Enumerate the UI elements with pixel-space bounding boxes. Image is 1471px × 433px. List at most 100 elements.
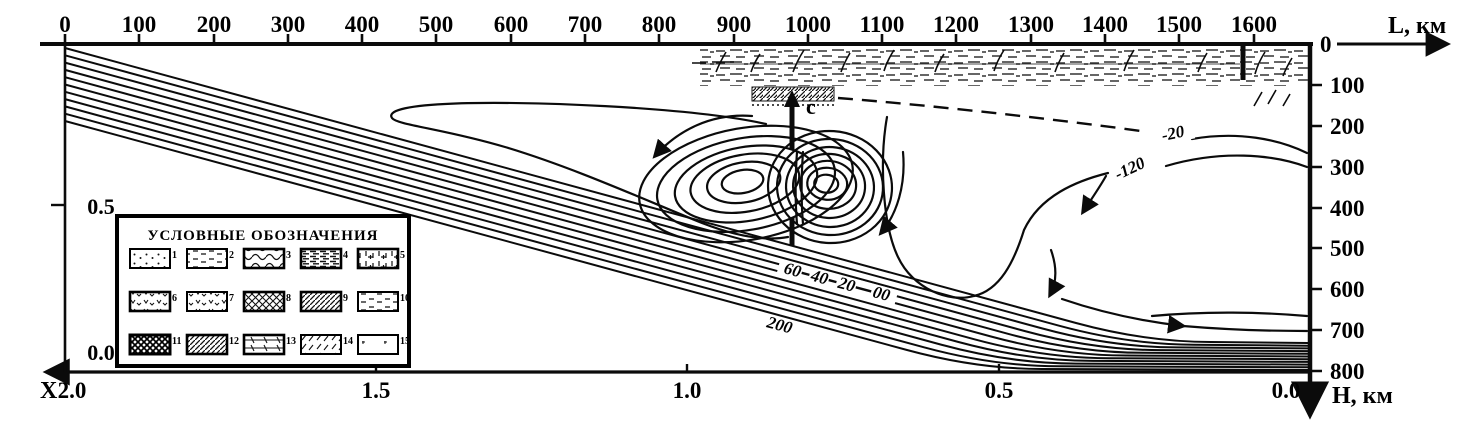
tick-label: 0.5 <box>87 194 115 219</box>
label-mask <box>1108 150 1158 186</box>
contour-label: 200 <box>764 312 795 337</box>
corner-flow-loop <box>390 101 790 240</box>
slab-line <box>64 76 1309 355</box>
vortex-contour <box>791 152 867 220</box>
bottom-flow-upper <box>1150 311 1309 318</box>
slab-line <box>64 68 1309 353</box>
tick-label: 600 <box>1330 277 1365 302</box>
crust-fault-marks <box>715 49 1293 107</box>
tick-label: 1600 <box>1231 12 1277 37</box>
tick-label: 0.0 <box>87 340 115 365</box>
slab-line <box>64 90 1309 361</box>
legend-item-number: 1 <box>172 250 177 261</box>
right-axis-labels: 0 100 200 300 400 500 600 700 800 <box>1320 32 1365 384</box>
vortex-contour <box>689 152 801 214</box>
tick-label: 300 <box>1330 155 1365 180</box>
tick-label: 1200 <box>933 12 979 37</box>
tick-label: 400 <box>345 12 380 37</box>
contour-minus120-right <box>1164 154 1309 169</box>
legend-swatch <box>185 333 229 356</box>
top-axis-ticks <box>63 34 1256 44</box>
tick-label: 0 <box>1320 32 1332 57</box>
label-mask <box>1156 121 1196 146</box>
legend-item-number: 2 <box>229 250 234 261</box>
legend-swatch <box>128 333 172 356</box>
tick-label: 600 <box>494 12 529 37</box>
label-mask <box>760 313 804 340</box>
crust-leading-edge-dashes <box>692 61 734 64</box>
tick-label: 1000 <box>785 12 831 37</box>
vortex-contour <box>799 159 858 210</box>
legend-item-number: 11 <box>172 336 181 347</box>
tick-label: 100 <box>1330 73 1365 98</box>
slab-isotherm-label-200: 200 <box>760 312 804 340</box>
legend-row: 6 7 8 9 10 <box>128 290 410 313</box>
tick-label: 0.5 <box>985 378 1014 403</box>
legend-swatch <box>242 247 286 270</box>
tick-label: 1.5 <box>362 378 391 403</box>
contour-label: 60 <box>782 259 804 282</box>
vortex-contour <box>638 124 854 244</box>
upwelling-arrow-head <box>784 90 800 107</box>
vortex-contour <box>806 166 849 201</box>
right-axis-unit-label: H, км <box>1332 383 1393 409</box>
vortex-contour <box>784 145 876 229</box>
legend-item-number: 8 <box>286 293 291 304</box>
tick-label: 1500 <box>1156 12 1202 37</box>
vortex-contour <box>705 160 782 205</box>
c-annotation: c <box>806 94 816 119</box>
tick-label: 200 <box>1330 114 1365 139</box>
streamlines <box>390 101 1309 334</box>
slab-line <box>64 47 1309 344</box>
tick-label: 800 <box>642 12 677 37</box>
slab-line <box>64 61 1309 350</box>
contour-label: 00 <box>871 282 893 305</box>
label-dashes <box>801 271 872 293</box>
tick-label: 100 <box>122 12 157 37</box>
tick-label: 500 <box>419 12 454 37</box>
legend-title: УСЛОВНЫЕ ОБОЗНАЧЕНИЯ <box>148 228 379 244</box>
tick-label: 1.0 <box>673 378 702 403</box>
slab-line <box>64 112 1309 369</box>
tick-label: 400 <box>1330 196 1365 221</box>
tick-label: 1100 <box>860 12 905 37</box>
legend-swatch <box>242 333 286 356</box>
legend-swatch <box>128 290 172 313</box>
flow-arrow-down <box>878 150 905 236</box>
tick-label: 1400 <box>1082 12 1128 37</box>
upwelling-marker: c <box>784 90 816 246</box>
legend-swatch <box>299 247 343 270</box>
vortex-contour <box>720 168 765 195</box>
tick-label: 1300 <box>1008 12 1054 37</box>
legend-swatch <box>186 248 228 269</box>
legend: УСЛОВНЫЕ ОБОЗНАЧЕНИЯ 1 2 3 4 5 6 7 8 9 1… <box>115 214 411 368</box>
legend-swatch <box>356 247 400 270</box>
legend-item-number: 7 <box>229 293 234 304</box>
legend-item-number: 12 <box>229 336 239 347</box>
tick-label: 0.0 <box>1272 378 1301 403</box>
contour-label-minus120: -120 <box>1108 150 1158 186</box>
tick-label: 800 <box>1330 359 1365 384</box>
flow-arrow-left <box>652 114 754 159</box>
contour-label: -20 <box>1160 122 1187 145</box>
tick-label: 300 <box>271 12 306 37</box>
legend-item-number: 14 <box>343 336 353 347</box>
slab-line <box>64 105 1309 366</box>
legend-item-number: 4 <box>343 250 348 261</box>
tick-label: 900 <box>717 12 752 37</box>
slab-line <box>64 54 1309 347</box>
legend-swatch <box>242 290 286 313</box>
legend-swatch <box>300 334 342 355</box>
right-axis-ticks <box>1310 83 1322 373</box>
slab-line <box>64 83 1309 358</box>
bottom-axis-unit-label: X <box>40 378 58 404</box>
flow-arrow-descending <box>1080 174 1108 216</box>
contour-minus20-right <box>1190 134 1309 155</box>
bottom-flow-arrow <box>1060 297 1187 334</box>
tick-label: 700 <box>568 12 603 37</box>
left-axis-labels: 0.5 0.0 <box>87 194 115 365</box>
tick-label: 200 <box>197 12 232 37</box>
flow-arrow-descending-2 <box>1048 248 1066 299</box>
